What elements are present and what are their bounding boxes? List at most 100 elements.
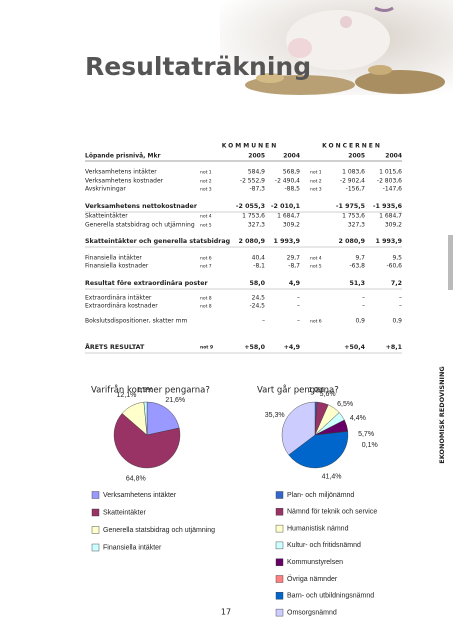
cell-value: 51,3 — [349, 280, 365, 287]
cell-value: -2 490,4 — [275, 178, 300, 185]
note-ref: not 8 — [200, 304, 212, 310]
slice-label: 5,6% — [320, 391, 336, 398]
cell-value: -2 055,3 — [236, 203, 265, 210]
cell-value: – — [399, 295, 402, 302]
note-ref: not 5 — [310, 264, 322, 270]
cell-value: – — [262, 318, 265, 325]
note-ref: not 1 — [310, 170, 322, 176]
cell-value: 4,9 — [289, 280, 300, 287]
legend-label: Finansiella intäkter — [103, 544, 162, 551]
row-label: Skatteintäkter — [85, 213, 128, 220]
cell-value: -2 010,1 — [271, 203, 300, 210]
cell-value: +8,1 — [386, 344, 402, 351]
note-ref: not 3 — [310, 187, 322, 193]
cell-value: -156,7 — [346, 186, 366, 193]
note-ref: not 2 — [310, 179, 322, 185]
note-ref: not 2 — [200, 179, 212, 185]
cell-value: 2 080,9 — [239, 238, 266, 245]
legend-swatch — [275, 524, 284, 533]
row-label: Verksamhetens intäkter — [85, 169, 157, 176]
cell-value: -24,5 — [249, 303, 265, 310]
chart-title: Vart går pengarna? — [257, 385, 339, 396]
cell-value: -2 552,9 — [240, 178, 265, 185]
legend-label: Kommunstyrelsen — [287, 559, 343, 566]
cell-value: -60,6 — [386, 263, 402, 270]
cell-value: 1 684,7 — [379, 213, 402, 220]
column-header: 2005 — [248, 153, 265, 160]
slice-label: 6,5% — [337, 401, 353, 408]
pie-slice — [288, 431, 349, 469]
legend-label: Plan- och miljönämnd — [287, 492, 354, 499]
cell-value: -8,7 — [288, 263, 300, 270]
cell-value: -2 902,4 — [340, 178, 365, 185]
legend-label: Kultur- och fritidsnämnd — [287, 542, 361, 549]
legend-label: Barn- och utbildningsnämnd — [287, 593, 374, 600]
cell-value: -1 975,5 — [336, 203, 365, 210]
cell-value: -8,1 — [253, 263, 265, 270]
row-label: Verksamhetens nettokostnader — [85, 203, 198, 210]
cell-value: – — [297, 318, 300, 325]
slice-label: 0,1% — [362, 442, 378, 449]
legend-swatch — [91, 526, 100, 534]
legend-label: Nämnd för teknik och service — [287, 509, 377, 516]
cell-value: 1 083,6 — [342, 169, 365, 176]
note-ref: not 6 — [310, 319, 322, 325]
column-header: 2004 — [385, 153, 402, 160]
cell-value: 584,9 — [248, 169, 265, 176]
cell-value: 58,0 — [249, 280, 265, 287]
cell-value: 40,4 — [252, 255, 266, 262]
cell-value: – — [297, 303, 300, 310]
slice-label: 64,8% — [126, 475, 146, 482]
slice-label: 1,0% — [308, 387, 324, 394]
cell-value: – — [399, 303, 402, 310]
slice-label: 21,6% — [165, 397, 185, 404]
cell-value: 29,7 — [287, 255, 301, 262]
pie-slice — [281, 401, 316, 456]
cell-value: – — [362, 303, 365, 310]
slice-label: 5,7% — [358, 431, 374, 438]
legend-label: Verksamhetens intäkter — [103, 492, 177, 499]
note-ref: not 5 — [200, 223, 212, 229]
cell-value: +50,4 — [344, 344, 365, 351]
pie-slice — [143, 401, 148, 436]
legend-swatch — [275, 558, 284, 566]
legend-swatch — [275, 541, 284, 550]
cell-value: 9,7 — [355, 255, 365, 262]
slice-label: 4,4% — [350, 415, 366, 422]
legend-swatch — [275, 592, 284, 600]
cell-value: 2 080,9 — [339, 238, 366, 245]
legend-label: Humanistisk nämnd — [287, 525, 349, 532]
cell-value: 568,9 — [283, 169, 300, 176]
legend-swatch — [91, 508, 100, 517]
row-label: Finansiella kostnader — [85, 263, 149, 270]
row-label: Bokslutsdispositioner, skatter mm — [85, 318, 187, 325]
cell-value: – — [297, 295, 300, 302]
row-label: Verksamhetens kostnader — [85, 178, 164, 185]
row-label: Skatteintäkter och generella statsbidrag — [85, 238, 230, 245]
page-title: Resultaträkning — [85, 52, 311, 81]
cell-value: 9,5 — [392, 255, 402, 262]
pie-slice — [146, 401, 180, 436]
row-label: Resultat före extraordinära poster — [85, 280, 209, 287]
cell-value: 24,5 — [252, 295, 266, 302]
legend-swatch — [91, 491, 100, 499]
side-tab — [448, 235, 453, 290]
slice-label: 35,3% — [265, 412, 285, 419]
note-ref: not 7 — [200, 264, 212, 270]
cell-value: 1 993,9 — [376, 238, 403, 245]
cell-value: 1 993,9 — [274, 238, 301, 245]
legend-label: Omsorgsnämnd — [287, 609, 337, 616]
legend-label: Skatteintäkter — [103, 509, 146, 516]
column-header: 2004 — [283, 153, 300, 160]
row-label: Extraordinära intäkter — [85, 295, 152, 302]
legend-swatch — [275, 575, 284, 583]
cell-value: -63,8 — [349, 263, 365, 270]
chart-title: Varifrån kommer pengarna? — [91, 385, 210, 396]
legend-label: Övriga nämnder — [287, 575, 338, 583]
cell-value: – — [362, 295, 365, 302]
row-label: ÅRETS RESULTAT — [85, 342, 145, 351]
cell-value: -1 935,6 — [373, 203, 403, 210]
cell-value: -87,3 — [249, 186, 265, 193]
slice-label: 1,5% — [137, 387, 153, 394]
